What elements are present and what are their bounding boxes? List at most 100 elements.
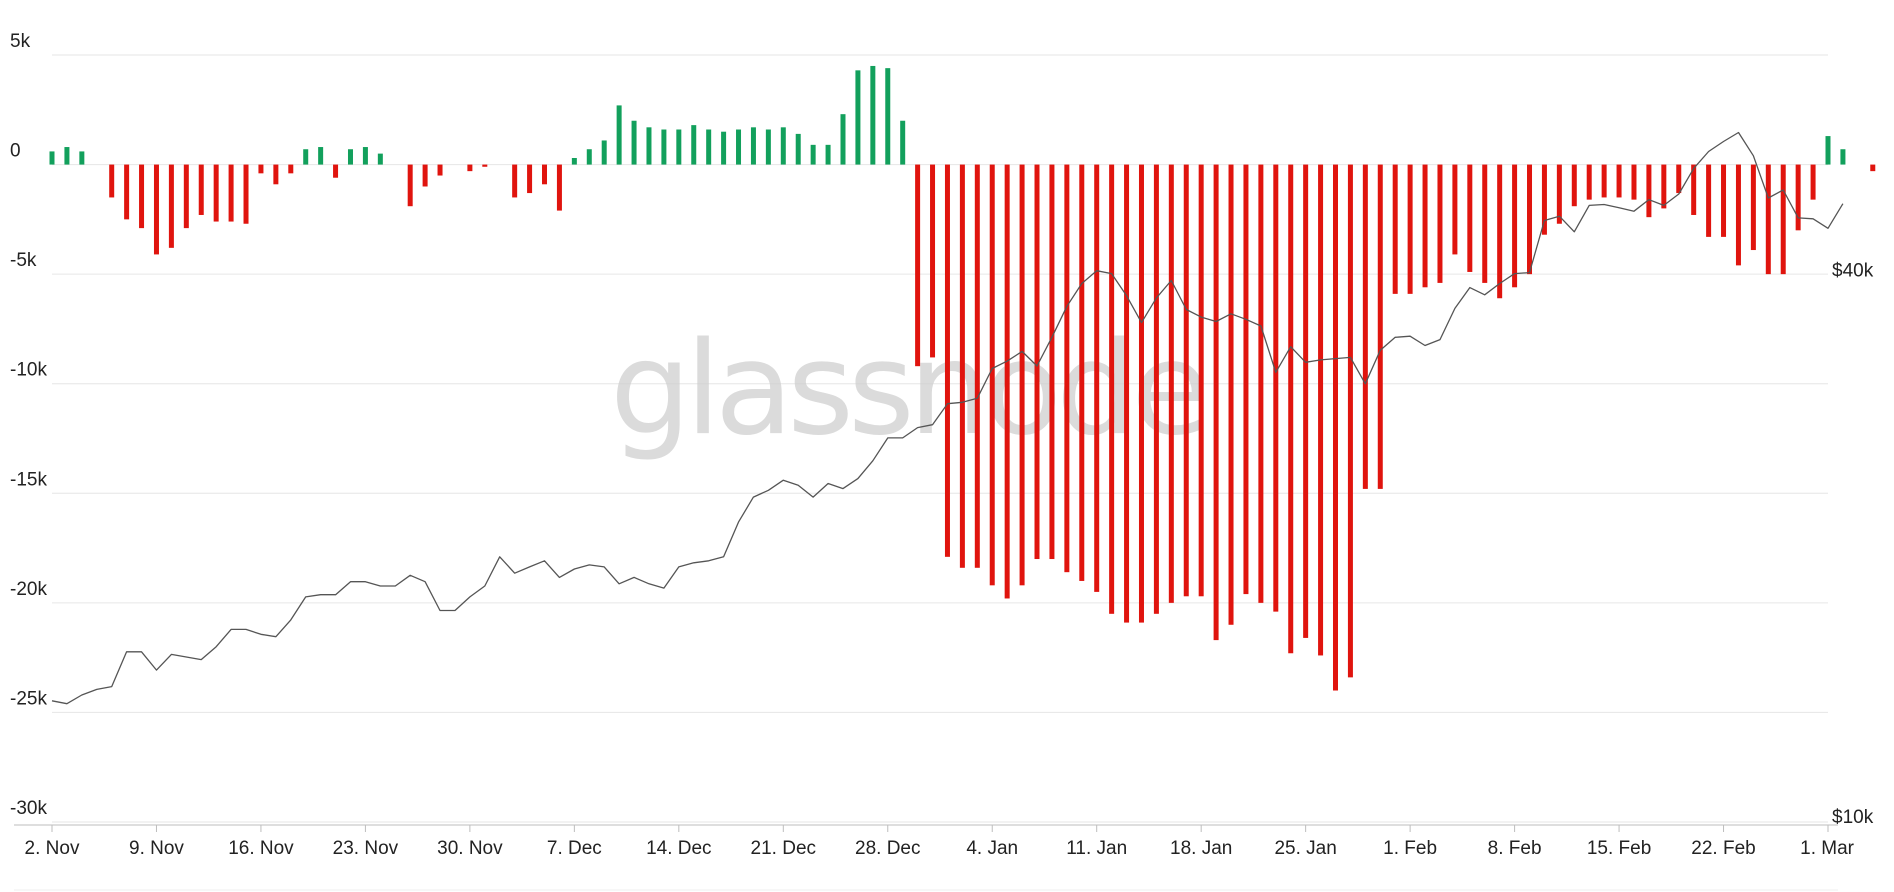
x-tick-label: 9. Nov: [129, 838, 184, 859]
bar: [228, 164, 234, 222]
bar: [542, 164, 548, 185]
bar: [527, 164, 533, 194]
bar: [930, 164, 936, 358]
bar: [840, 114, 846, 165]
bar: [1407, 164, 1413, 294]
x-tick-label: 11. Jan: [1066, 838, 1127, 859]
bar: [1079, 164, 1085, 581]
y-tick-label: -25k: [10, 688, 47, 709]
bar: [1273, 164, 1279, 612]
x-tick-label: 22. Feb: [1691, 838, 1755, 859]
x-tick-label: 2. Nov: [25, 838, 80, 859]
bar: [885, 68, 891, 165]
x-tick-label: 18. Jan: [1170, 838, 1232, 859]
bar: [989, 164, 995, 586]
bar: [1258, 164, 1264, 603]
bar: [1288, 164, 1294, 654]
y-tick-label: 0: [10, 141, 21, 162]
bar: [153, 164, 159, 255]
bar: [1482, 164, 1488, 283]
x-tick-label: 16. Nov: [228, 838, 294, 859]
bar: [676, 129, 682, 165]
bar: [407, 164, 413, 207]
bar: [556, 164, 562, 211]
bar: [303, 149, 309, 165]
bar: [1183, 164, 1189, 597]
bar: [1512, 164, 1518, 288]
bar: [124, 164, 130, 220]
bar: [347, 149, 353, 165]
x-tick-label: 14. Dec: [646, 838, 711, 859]
bar: [1870, 164, 1876, 172]
bar: [1661, 164, 1667, 209]
bar: [1631, 164, 1637, 200]
bar: [362, 147, 368, 165]
bar: [1810, 164, 1816, 200]
bar: [1556, 164, 1562, 224]
y-tick-label: -15k: [10, 469, 47, 490]
bar: [646, 127, 652, 165]
bar: [1332, 164, 1338, 691]
bar: [1765, 164, 1771, 275]
bar: [1586, 164, 1592, 200]
bar: [721, 131, 727, 165]
bar: [1049, 164, 1055, 560]
bar: [1527, 164, 1533, 275]
bar: [467, 164, 473, 172]
bar: [1795, 164, 1801, 231]
bar: [706, 129, 712, 165]
y-tick-label: -10k: [10, 360, 47, 381]
bar: [1213, 164, 1219, 641]
bar: [139, 164, 145, 229]
price-series: [51, 131, 1844, 705]
bar: [765, 129, 771, 165]
bar: [1064, 164, 1070, 573]
bar: [1153, 164, 1159, 614]
bar: [1019, 164, 1025, 586]
x-tick-label: 8. Feb: [1488, 838, 1542, 859]
bar: [571, 157, 577, 165]
bar: [736, 129, 742, 165]
bar: [601, 140, 607, 165]
bar: [1541, 164, 1547, 235]
bar: [198, 164, 204, 215]
bar: [64, 147, 70, 165]
price-line: [51, 131, 1844, 705]
bar: [810, 144, 816, 165]
x-tick-label: 4. Jan: [966, 838, 1018, 859]
bar: [79, 151, 85, 165]
bar: [1750, 164, 1756, 251]
bar: [795, 133, 801, 165]
bar: [1676, 164, 1682, 194]
x-tick-label: 23. Nov: [333, 838, 399, 859]
bar: [1735, 164, 1741, 266]
bar: [1243, 164, 1249, 595]
x-tick-label: 30. Nov: [437, 838, 503, 859]
bar: [974, 164, 980, 568]
bar: [1124, 164, 1130, 623]
bar: [1362, 164, 1368, 489]
bar: [243, 164, 249, 224]
bar: [273, 164, 279, 185]
bar: [900, 120, 906, 165]
bar: [333, 164, 339, 178]
bar: [288, 164, 294, 174]
bar: [377, 153, 383, 165]
x-tick-label: 25. Jan: [1274, 838, 1336, 859]
bar: [1198, 164, 1204, 597]
bar: [1467, 164, 1473, 272]
bar: [661, 129, 667, 165]
bar: [1601, 164, 1607, 198]
bar: [1138, 164, 1144, 623]
bar: [1571, 164, 1577, 207]
y-tick-label: -30k: [10, 798, 47, 819]
bar: [1303, 164, 1309, 638]
bar: [1094, 164, 1100, 592]
bar: [750, 127, 756, 165]
bar: [1034, 164, 1040, 560]
x-tick-label: 28. Dec: [855, 838, 920, 859]
bar: [915, 164, 921, 367]
bar: [183, 164, 189, 229]
y2-tick-label: $40k: [1832, 261, 1874, 282]
bar: [1228, 164, 1234, 625]
